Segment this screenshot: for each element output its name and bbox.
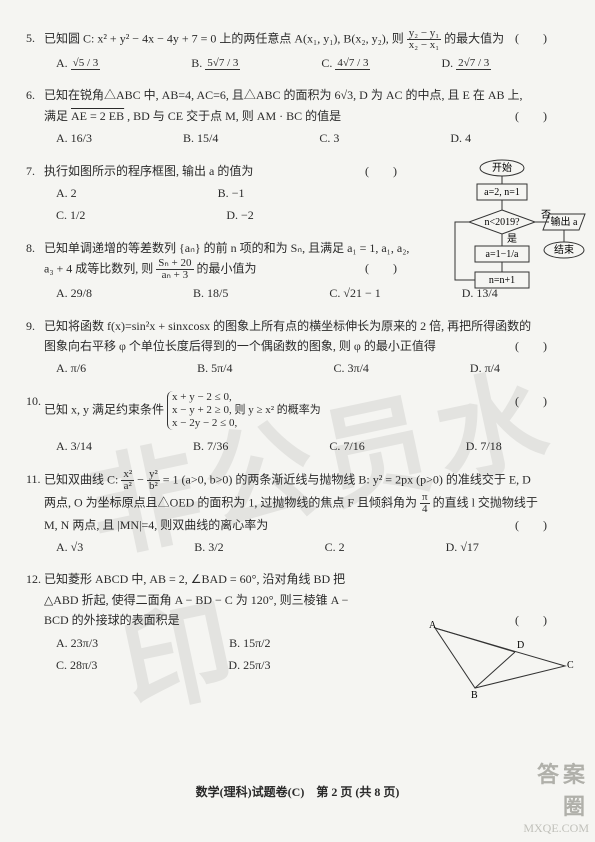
q7-opt-d: D. −2 — [226, 208, 253, 222]
q11-l2b: 的直线 l 交抛物线于 — [433, 495, 538, 509]
fc-yes: 是 — [507, 233, 517, 245]
q11-opt-b: B. 3/2 — [194, 540, 223, 554]
q5-paren: ( ) — [515, 28, 547, 48]
q6-paren: ( ) — [515, 106, 547, 126]
q8-paren: ( ) — [365, 258, 397, 278]
q10-opt-b: B. 7/36 — [193, 439, 228, 453]
tri-c: C — [567, 660, 574, 671]
q9-l2: 图象向右平移 φ 个单位长度后得到的一个偶函数的图象, 则 φ 的最小正值得 — [44, 339, 436, 353]
q11-eq-r: y²b² — [147, 469, 160, 492]
q8-frac: Sₙ + 20 aₙ + 3 — [156, 258, 193, 281]
q9-opt-c: C. 3π/4 — [334, 361, 369, 375]
page-footer: 数学(理科)试题卷(C) 第 2 页 (共 8 页) — [0, 783, 595, 800]
q12-opt-c: C. 28π/3 — [56, 658, 97, 672]
q10-opt-c: C. 7/16 — [329, 439, 364, 453]
q6-l1: 已知在锐角△ABC 中, AB=4, AC=6, 且△ABC 的面积为 6√3,… — [44, 88, 522, 102]
q11-pi4: π4 — [420, 492, 430, 515]
q5-opt-b: B. 5√7 / 3 — [191, 56, 240, 70]
fc-no: 否 — [541, 209, 551, 221]
q6-l2l: 满足 — [44, 109, 71, 123]
fc-cond: n<2019? — [484, 217, 520, 228]
q5-opt-a: A. √5 / 3 — [56, 56, 100, 70]
q12-opt-b: B. 15π/2 — [229, 636, 270, 650]
page-content: 5. 已知圆 C: x² + y² − 4x − 4y + 7 = 0 上的两任… — [0, 0, 595, 707]
q9-paren: ( ) — [515, 336, 547, 356]
tri-a: A — [429, 620, 437, 631]
fc-out: 输出 a — [551, 215, 579, 228]
q8-opt-b: B. 18/5 — [193, 286, 228, 300]
q11-l3: M, N 两点, 且 |MN|=4, 则双曲线的离心率为 — [44, 518, 268, 532]
question-5: 5. 已知圆 C: x² + y² − 4x − 4y + 7 = 0 上的两任… — [44, 28, 557, 73]
q8-l2a: a₃ + 4 成等比数列, 则 — [44, 261, 153, 275]
q6-l2v: AE = 2 EB — [71, 109, 124, 123]
fc-start: 开始 — [492, 161, 512, 174]
q11-opt-c: C. 2 — [325, 540, 345, 554]
question-11: 11. 已知双曲线 C: x²a² − y²b² = 1 (a>0, b>0) … — [44, 469, 557, 558]
q9-opt-b: B. 5π/4 — [197, 361, 232, 375]
tri-d: D — [517, 640, 524, 651]
q6-opt-c: C. 3 — [319, 131, 339, 145]
q11-opt-a: A. √3 — [56, 540, 83, 554]
q11-l1b: = 1 (a>0, b>0) 的两条渐近线与抛物线 B: y² = 2px (p… — [163, 472, 531, 486]
q12-l2: △ABD 折起, 使得二面角 A − BD − C 为 120°, 则三棱锥 A… — [44, 593, 348, 607]
q9-l1: 已知将函数 f(x)=sin²x + sinxcosx 的图象上所有点的横坐标伸… — [44, 319, 531, 333]
q7-opt-c: C. 1/2 — [56, 208, 85, 222]
q8-l2b: 的最小值为 — [197, 261, 257, 275]
q5-tail: 的最大值为 — [444, 31, 504, 45]
wm-corner-a: 答案圈 — [517, 757, 589, 821]
q7-num: 7. — [26, 161, 35, 181]
q12-opt-a: A. 23π/3 — [56, 636, 98, 650]
q9-opt-d: D. π/4 — [470, 361, 500, 375]
q6-opt-d: D. 4 — [450, 131, 471, 145]
fc-init: a=2, n=1 — [484, 187, 520, 198]
q11-num: 11. — [26, 469, 41, 489]
q11-l2a: 两点, O 为坐标原点且△OED 的面积为 1, 过抛物线的焦点 F 且倾斜角为 — [44, 495, 417, 509]
q5-opt-d: D. 2√7 / 3 — [441, 56, 491, 70]
q10-opt-a: A. 3/14 — [56, 439, 92, 453]
flowchart-svg: 开始 a=2, n=1 n<2019? 是 否 a=1−1/a n=n+1 输出… — [437, 158, 587, 318]
q7-text: 执行如图所示的程序框图, 输出 a 的值为 — [44, 164, 253, 178]
q5-opt-c: C. 4√7 / 3 — [321, 56, 370, 70]
q11-paren: ( ) — [515, 515, 547, 535]
q11-opt-d: D. √17 — [446, 540, 479, 554]
q6-opt-b: B. 15/4 — [183, 131, 218, 145]
q11-l1a: 已知双曲线 C: — [44, 472, 118, 486]
q12-l3: BCD 的外接球的表面积是 — [44, 613, 180, 627]
wm-corner-b: MXQE.COM — [517, 821, 589, 836]
question-10: 10. 已知 x, y 满足约束条件 x + y − 2 ≤ 0, x − y … — [44, 391, 557, 457]
q10-opt-d: D. 7/18 — [466, 439, 502, 453]
q10-num: 10. — [26, 391, 41, 411]
q6-l2r: , BD 与 CE 交于点 M, 则 AM · BC 的值是 — [127, 109, 341, 123]
q12-num: 12. — [26, 569, 41, 589]
fc-step: a=1−1/a — [486, 249, 519, 260]
q9-num: 9. — [26, 316, 35, 336]
question-6: 6. 已知在锐角△ABC 中, AB=4, AC=6, 且△ABC 的面积为 6… — [44, 85, 557, 148]
q10-lead: 已知 x, y 满足约束条件 — [44, 402, 164, 416]
q10-case: x + y − 2 ≤ 0, x − y + 2 ≥ 0, 则 y ≥ x² 的… — [167, 391, 321, 431]
fc-inc: n=n+1 — [489, 275, 515, 286]
watermark-corner: 答案圈 MXQE.COM — [517, 757, 589, 836]
q10-paren: ( ) — [515, 391, 547, 411]
q7-opt-a: A. 2 — [56, 186, 77, 200]
q12-l1: 已知菱形 ABCD 中, AB = 2, ∠BAD = 60°, 沿对角线 BD… — [44, 572, 345, 586]
triangle-svg: A B C D — [415, 618, 575, 698]
q8-opt-a: A. 29/8 — [56, 286, 92, 300]
q6-num: 6. — [26, 85, 35, 105]
tri-b: B — [471, 690, 478, 698]
q12-opt-d: D. 25π/3 — [228, 658, 270, 672]
q6-opt-a: A. 16/3 — [56, 131, 92, 145]
q7-opt-b: B. −1 — [218, 186, 245, 200]
q5-text: 已知圆 C: x² + y² − 4x − 4y + 7 = 0 上的两任意点 … — [44, 31, 404, 45]
q8-l1: 已知单调递增的等差数列 {aₙ} 的前 n 项的和为 Sₙ, 且满足 a₁ = … — [44, 241, 409, 255]
q9-opt-a: A. π/6 — [56, 361, 86, 375]
fc-end: 结束 — [554, 243, 574, 256]
q5-frac: y₂ − y₁ x₂ − x₁ — [407, 28, 441, 51]
q5-num: 5. — [26, 28, 35, 48]
q7-paren: ( ) — [365, 161, 397, 181]
q8-opt-c: C. √21 − 1 — [329, 286, 380, 300]
q8-num: 8. — [26, 238, 35, 258]
q11-eq-l: x²a² — [121, 469, 134, 492]
question-9: 9. 已知将函数 f(x)=sin²x + sinxcosx 的图象上所有点的横… — [44, 316, 557, 379]
